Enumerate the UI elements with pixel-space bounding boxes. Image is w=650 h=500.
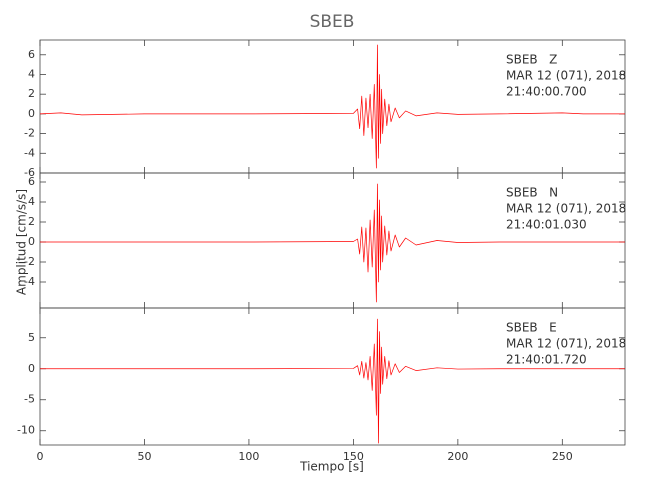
station-annotation: MAR 12 (071), 2018	[506, 337, 626, 351]
y-tick-label: -2	[24, 255, 35, 268]
waveform	[39, 44, 625, 169]
x-axis-label: Tiempo [s]	[299, 460, 364, 474]
panel-frame	[39, 307, 626, 446]
x-tick-label: 0	[37, 450, 44, 463]
y-tick-label: -5	[24, 393, 35, 406]
station-annotation: SBEB E	[506, 321, 557, 335]
y-tick-label: 2	[28, 215, 35, 228]
y-tick-label: 0	[28, 235, 35, 248]
y-tick-label: -10	[17, 424, 35, 437]
y-tick-label: 5	[28, 331, 35, 344]
y-axis-label: Amplitud [cm/s/s]	[15, 189, 29, 295]
x-tick-label: 200	[447, 450, 468, 463]
x-tick-label: 50	[137, 450, 151, 463]
chart-title: SBEB	[310, 12, 355, 32]
waveform	[40, 183, 625, 303]
waveform	[40, 318, 625, 444]
station-annotation: 21:40:01.720	[506, 353, 587, 367]
station-annotation: MAR 12 (071), 2018	[506, 69, 626, 83]
x-tick-label: 150	[343, 450, 364, 463]
station-annotation: MAR 12 (071), 2018	[506, 202, 626, 216]
y-tick-label: 6	[28, 175, 35, 188]
y-tick-label: -6	[24, 166, 35, 179]
station-annotation: 21:40:01.030	[506, 218, 587, 232]
y-tick-label: 0	[28, 362, 35, 375]
y-tick-label: 6	[28, 48, 35, 61]
y-tick-label: 0	[28, 107, 35, 120]
y-tick-label: 4	[28, 195, 35, 208]
y-tick-label: -4	[24, 146, 35, 159]
y-tick-label: 4	[28, 67, 35, 80]
station-annotation: SBEB N	[506, 186, 558, 200]
y-tick-label: 2	[28, 87, 35, 100]
y-tick-label: -2	[24, 127, 35, 140]
x-tick-label: 100	[238, 450, 259, 463]
y-tick-label: -4	[24, 275, 35, 288]
x-tick-label: 250	[552, 450, 573, 463]
station-annotation: 21:40:00.700	[506, 85, 587, 99]
station-annotation: SBEB Z	[506, 53, 557, 67]
